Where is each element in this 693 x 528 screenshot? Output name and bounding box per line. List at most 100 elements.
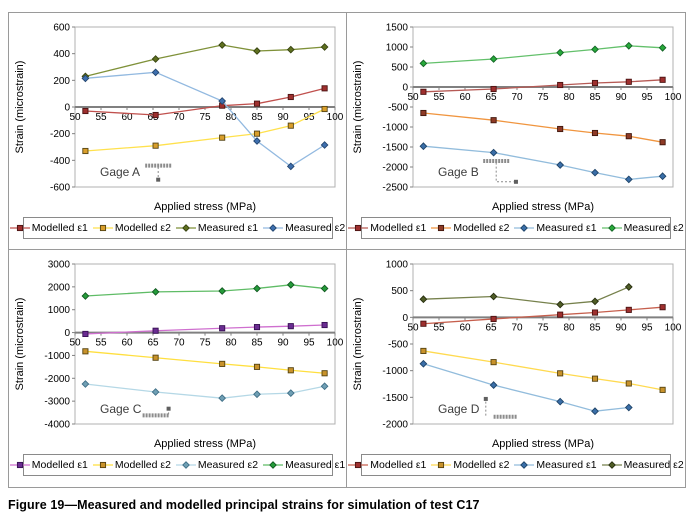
data-point-square [591,129,599,137]
x-tick-label: 55 [433,92,445,103]
legend-marker-icon [348,461,369,469]
chart-gage-b: -2500 -2000 -1500 -1000 -500 0 500 1000 1500 50 55… [352,23,681,214]
data-point-diamond [320,284,328,293]
y-tick-label: -600 [49,183,69,194]
y-tick-label: -1000 [44,351,70,362]
x-tick-label: 95 [303,338,315,349]
chart-panel-gage-b: -2500 -2000 -1500 -1000 -500 0 500 1000 1500 50 55… [347,13,685,250]
plot-area [412,26,674,188]
legend-label: Measured ε1 [197,222,259,234]
legend-label: Measured ε1 [536,222,597,234]
data-point-square [625,380,632,387]
data-point-diamond [217,97,226,105]
data-point-square [253,100,260,107]
x-tick-label: 50 [69,338,81,349]
legend-label: Modelled ε1 [370,459,427,471]
data-point-square [287,323,294,330]
legend-item: Measured ε2 [601,459,684,471]
data-point-diamond [81,380,89,388]
data-point-diamond [419,59,428,68]
x-tick-label: 80 [225,338,237,349]
data-point-diamond [419,359,428,368]
data-point-diamond [217,287,226,295]
series-line [84,284,325,297]
y-tick-label: 0 [64,328,70,339]
data-point-diamond [624,175,633,184]
x-tick-label: 85 [589,92,601,103]
x-tick-label: 85 [251,112,263,123]
x-tick-label: 90 [277,338,289,349]
y-tick-label: -500 [388,340,408,351]
data-point-square [81,147,88,155]
data-point-diamond [624,403,633,412]
x-tick-label: 90 [615,322,627,333]
legend-gage-d: Modelled ε1 Modelled ε2 Measured ε1 Measure… [348,454,684,476]
y-axis-title: Strain (microstrain) [14,61,26,154]
legend-marker-icon [92,461,113,469]
x-tick-label: 55 [95,338,107,349]
data-point-diamond [320,382,328,391]
y-tick-label: 200 [53,76,70,87]
y-tick-label: -3000 [44,397,70,408]
x-tick-label: 60 [459,322,471,333]
legend-label: Measured ε2 [623,222,684,234]
series-line [84,87,325,116]
data-point-diamond [286,162,295,171]
data-point-diamond [81,74,89,83]
data-point-square [321,321,328,329]
gauge-rosette-icon [483,159,518,184]
gage-label: Gage A [100,165,140,179]
data-point-square [152,111,159,119]
data-point-square [81,107,88,115]
y-tick-label: -4000 [44,420,70,431]
y-tick-label: 2000 [47,282,70,293]
data-point-square [218,134,225,141]
figure-panel: -600-400-2000200400600505560657075808590… [8,12,686,488]
data-point-diamond [151,388,159,396]
legend-marker-icon [9,224,30,232]
data-point-diamond [591,297,599,306]
x-tick-label: 80 [563,92,575,103]
y-tick-label: 1000 [386,43,409,54]
data-point-square [490,85,497,93]
legend-marker-icon [514,461,535,469]
x-tick-label: 95 [641,92,653,103]
y-tick-label: -1500 [382,393,408,404]
x-tick-label: 100 [326,338,342,349]
data-point-square [287,367,294,374]
series-line [423,306,663,325]
chart-panel-gage-c: -4000 -3000 -2000 -1000 0 1000 2000 3000 50 55 60 6… [9,250,347,487]
data-point-diamond [320,141,328,149]
plot-area [412,263,674,425]
legend-item: Modelled ε1 [9,222,88,234]
x-tick-label: 50 [407,92,419,103]
legend-gage-b: Modelled ε1 Modelled ε2 Measured ε1 Measure… [348,217,684,239]
data-point-square [420,320,427,327]
gage-label: Gage D [438,402,480,416]
legend-item: Measured ε1 [175,222,259,234]
x-tick-label: 65 [485,322,497,333]
x-tick-label: 75 [537,322,549,333]
legend-label: Measured ε1 [285,459,346,471]
y-tick-label: -2500 [382,183,408,194]
legend-label: Modelled ε2 [114,222,171,234]
series-line [423,45,663,65]
data-point-diamond [81,292,89,300]
x-tick-label: 50 [69,112,81,123]
y-tick-label: -500 [388,103,408,114]
y-tick-label: -200 [49,129,69,140]
legend-label: Modelled ε2 [453,459,510,471]
x-tick-label: 75 [199,338,211,349]
legend-item: Modelled ε1 [9,459,88,471]
gauge-rosette-icon [483,396,517,419]
legend-marker-icon [601,461,622,469]
data-point-square [152,142,159,149]
data-point-diamond [591,407,599,416]
y-axis-title: Strain (microstrain) [14,298,26,391]
series-line [423,145,663,181]
data-point-square [625,78,632,85]
data-point-diamond [151,287,159,296]
data-point-diamond [556,300,565,309]
legend-label: Measured ε2 [285,222,346,234]
data-point-square [253,363,260,370]
